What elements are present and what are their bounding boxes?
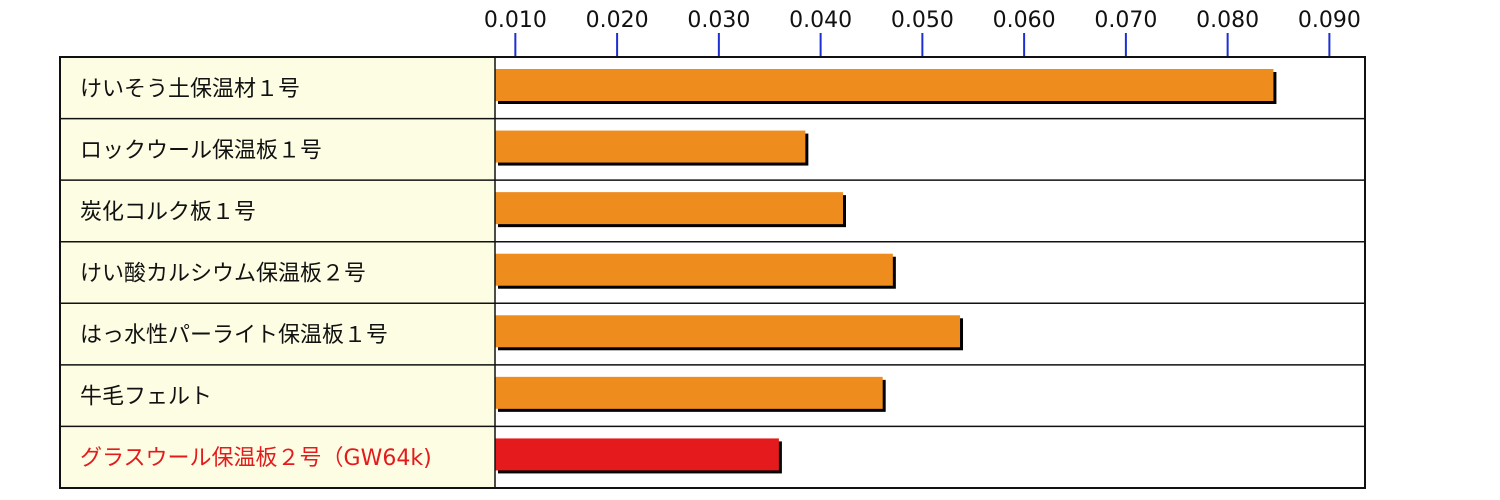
- category-label: けいそう土保温材１号: [80, 77, 300, 102]
- category-label: けい酸カルシウム保温板２号: [80, 262, 366, 287]
- bar: [495, 376, 883, 409]
- category-label: 炭化コルク板１号: [80, 200, 256, 225]
- category-label: はっ水性パーライト保温板１号: [80, 323, 388, 348]
- bar: [495, 130, 806, 163]
- bar: [495, 253, 893, 286]
- x-tick-label: 0.010: [484, 8, 547, 33]
- x-tick-label: 0.070: [1094, 8, 1157, 33]
- bar: [495, 192, 843, 225]
- chart-frame: [59, 56, 1366, 489]
- x-tick-label: 0.050: [891, 8, 954, 33]
- label-column-background: [60, 57, 495, 488]
- x-tick-label: 0.080: [1196, 8, 1259, 33]
- bar: [495, 438, 779, 471]
- bar: [495, 315, 961, 348]
- x-tick-label: 0.060: [993, 8, 1056, 33]
- bar: [495, 69, 1274, 101]
- category-label: グラスウール保温板２号（GW64k): [80, 446, 432, 471]
- x-tick-label: 0.090: [1298, 8, 1361, 33]
- x-tick-label: 0.040: [789, 8, 852, 33]
- category-label: ロックウール保温板１号: [80, 138, 322, 163]
- x-tick-label: 0.030: [687, 8, 750, 33]
- x-tick-label: 0.020: [586, 8, 649, 33]
- category-label: 牛毛フェルト: [80, 385, 212, 410]
